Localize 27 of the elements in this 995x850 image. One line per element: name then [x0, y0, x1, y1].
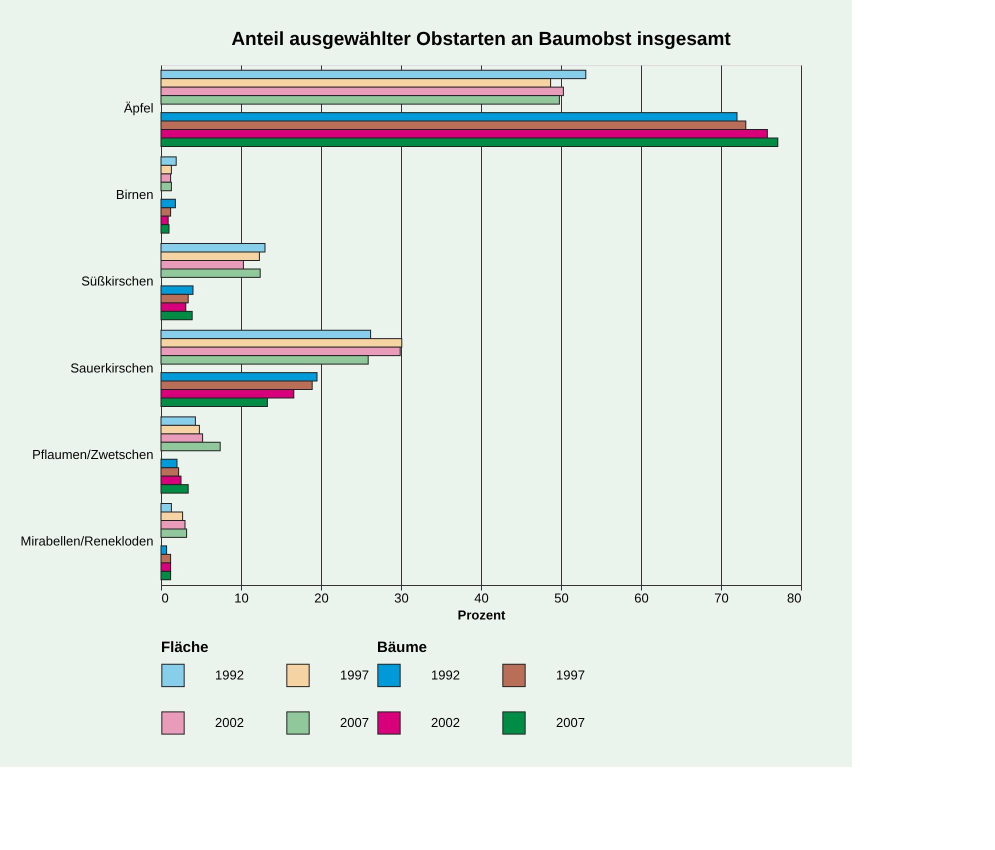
- legend-label: 2007: [340, 715, 369, 730]
- x-tick-label: 10: [234, 590, 249, 606]
- y-tick-label: Mirabellen/Renekloden: [20, 534, 154, 549]
- x-axis-title: Prozent: [458, 608, 506, 622]
- x-tick-label: 70: [714, 590, 729, 606]
- x-tick-label: 80: [787, 590, 802, 606]
- legend-label: 2002: [215, 715, 244, 730]
- x-tick-label: 60: [634, 590, 649, 606]
- x-tick-label: 0: [162, 590, 169, 606]
- legend-label: 1997: [556, 667, 585, 682]
- legend-label: 2002: [431, 715, 460, 730]
- legend-label: 1992: [431, 667, 460, 682]
- text: Fläche: [161, 639, 209, 656]
- x-tick-label: 30: [394, 590, 409, 606]
- chart-title: Anteil ausgewählter Obstarten an Baumobst insgesamt: [231, 29, 732, 50]
- y-tick-label: Sauerkirschen: [70, 360, 154, 376]
- y-tick-label: Birnen: [116, 187, 154, 202]
- legend-label: 1992: [215, 667, 244, 682]
- text: Bäume: [377, 639, 428, 656]
- y-tick-label: Pflaumen/Zwetschen: [32, 447, 154, 462]
- y-tick-label: Äpfel: [124, 100, 154, 116]
- x-tick-label: 50: [554, 590, 569, 606]
- x-tick-label: 40: [474, 590, 489, 606]
- y-tick-label: Süßkirschen: [81, 274, 154, 289]
- legend-label: 2007: [556, 715, 585, 730]
- legend-label: 1997: [340, 667, 369, 682]
- x-tick-label: 20: [314, 590, 329, 606]
